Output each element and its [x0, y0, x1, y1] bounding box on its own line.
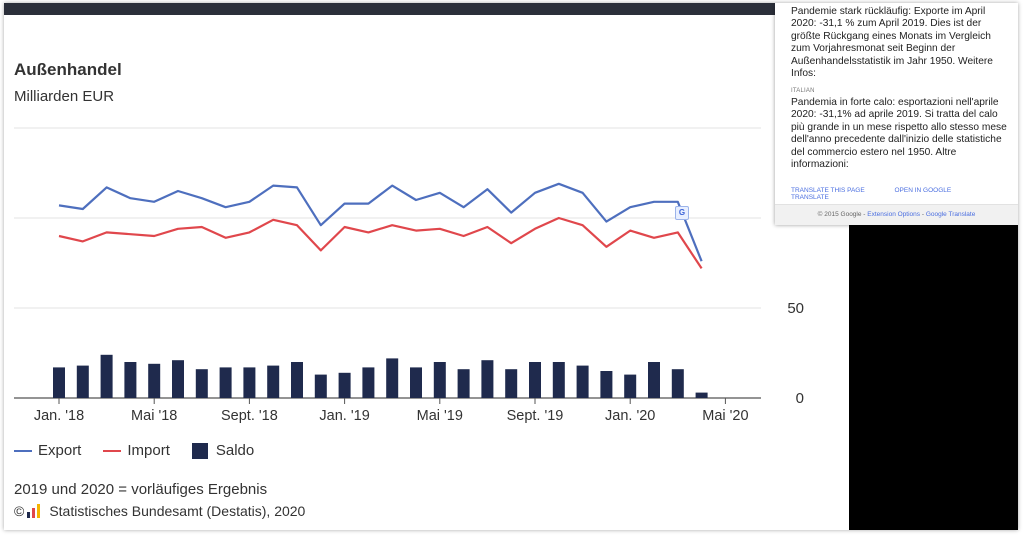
saldo-bar-15 — [410, 367, 422, 398]
popup-translation-text: Pandemia in forte calo: esportazioni nel… — [791, 97, 1007, 171]
saldo-bar-14 — [386, 358, 399, 398]
top-bar — [4, 3, 1018, 15]
import-line — [58, 216, 703, 270]
saldo-bar-1 — [76, 365, 89, 398]
saldo-bar-11 — [314, 374, 327, 398]
legend-swatch-saldo — [191, 442, 208, 459]
saldo-bar-4 — [148, 363, 161, 398]
google-translate-link[interactable]: Google Translate — [925, 211, 976, 218]
chart-title: Außenhandel — [14, 60, 122, 79]
popup-original-text: Pandemie stark rückläufig: Exporte im Ap… — [791, 6, 993, 80]
saldo-bar-7 — [219, 367, 232, 398]
x-tick-label-4: Mai '19 — [417, 408, 463, 424]
x-tick-label-7: Mai '20 — [702, 408, 748, 424]
saldo-bar-13 — [362, 367, 375, 398]
popup-footer-separator: - — [921, 211, 925, 218]
legend-item-export[interactable]: Export — [14, 442, 81, 459]
translate-popup: Pandemie stark rückläufig: Exporte im Ap… — [775, 3, 1018, 225]
saldo-bar-25 — [648, 362, 660, 398]
saldo-bar-21 — [552, 362, 565, 398]
saldo-bar-16 — [433, 362, 446, 398]
legend-swatch-import — [103, 449, 122, 452]
saldo-bar-2 — [100, 354, 113, 398]
legend-label-saldo: Saldo — [215, 442, 255, 459]
saldo-bar-8 — [243, 367, 256, 398]
chart-subtitle: Milliarden EUR — [14, 88, 115, 105]
popup-footer-copyright: © 2015 Google - — [817, 211, 866, 218]
x-tick-label-0: Jan. '18 — [34, 408, 84, 424]
google-translate-icon[interactable]: G — [675, 206, 689, 220]
source-text: Statistisches Bundesamt (Destatis), 2020 — [49, 503, 306, 519]
translate-page-link[interactable]: TRANSLATE THIS PAGE — [791, 187, 865, 194]
open-google-translate-link[interactable]: OPEN IN GOOGLE TRANSLATE — [791, 187, 952, 201]
saldo-bar-19 — [505, 369, 518, 398]
saldo-bar-3 — [124, 362, 137, 398]
x-tick-label-5: Sept. '19 — [507, 408, 564, 424]
saldo-bar-24 — [624, 374, 637, 398]
saldo-bar-10 — [291, 362, 303, 398]
popup-actions: TRANSLATE THIS PAGE OPEN IN GOOGLE TRANS… — [791, 187, 1018, 201]
saldo-bar-5 — [172, 360, 184, 398]
saldo-bar-27 — [695, 392, 708, 398]
saldo-bar-18 — [481, 360, 494, 398]
saldo-bar-0 — [53, 367, 65, 398]
legend: Export Import Saldo — [14, 442, 276, 459]
x-tick-label-3: Jan. '19 — [319, 408, 369, 424]
black-panel — [849, 223, 1018, 530]
x-tick-label-1: Mai '18 — [131, 408, 177, 424]
copyright-symbol: © — [14, 503, 25, 519]
saldo-bar-12 — [338, 372, 351, 398]
popup-footer: © 2015 Google - Extension Options - Goog… — [775, 204, 1018, 225]
saldo-bar-6 — [195, 369, 208, 398]
legend-label-export: Export — [38, 442, 82, 459]
saldo-bar-20 — [529, 362, 541, 398]
saldo-bar-22 — [576, 365, 589, 398]
popup-language-label: ITALIAN — [791, 88, 815, 94]
saldo-bar-17 — [457, 369, 470, 398]
y-tick-label-1: 50 — [787, 300, 804, 317]
trade-chart: 0 50 Jan. '18 Mai '18 Sept. '18 Jan. '19 Mai '… — [14, 127, 804, 424]
x-tick-label-6: Jan. '20 — [605, 408, 655, 424]
saldo-bar-9 — [267, 365, 280, 398]
y-tick-label-0: 0 — [796, 390, 804, 407]
legend-item-import[interactable]: Import — [103, 442, 170, 459]
saldo-bar-23 — [600, 371, 613, 398]
footnote: 2019 und 2020 = vorläufiges Ergebnis — [14, 481, 268, 498]
legend-swatch-export — [14, 449, 32, 452]
x-tick-label-2: Sept. '18 — [221, 408, 278, 424]
extension-options-link[interactable]: Extension Options — [867, 211, 921, 218]
legend-label-import: Import — [127, 442, 170, 459]
source-line: © Statistisches Bundesamt (Destatis), 20… — [14, 503, 305, 519]
legend-item-saldo[interactable]: Saldo — [191, 442, 255, 459]
destatis-logo-icon — [27, 504, 43, 518]
export-line — [58, 182, 703, 262]
saldo-bar-26 — [671, 369, 684, 398]
screenshot-frame: Außenhandel Milliarden EUR 0 50 Jan. '18 Ma… — [4, 3, 1018, 530]
